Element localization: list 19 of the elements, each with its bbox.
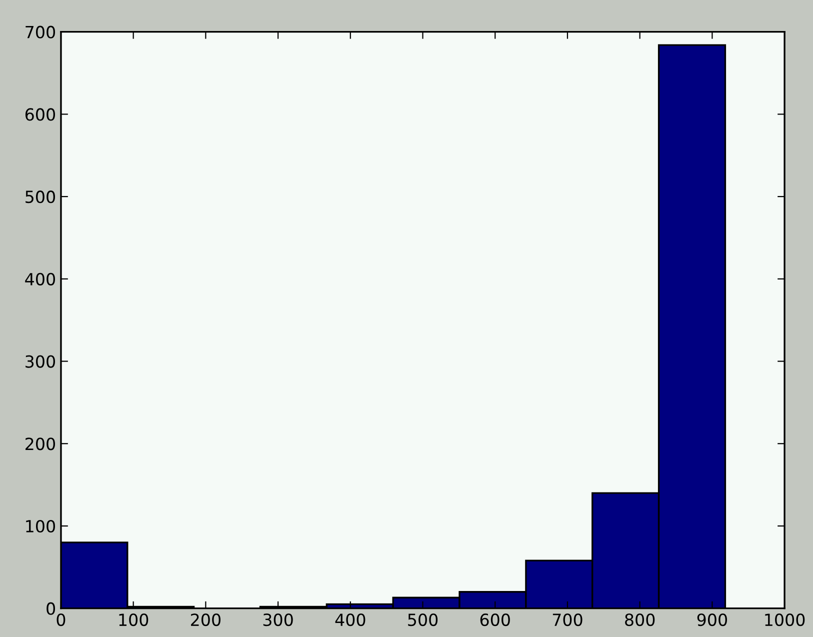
x-tick-label: 800 — [625, 613, 655, 626]
y-tick-label: 300 — [26, 355, 56, 368]
x-tick-label: 400 — [335, 613, 366, 626]
x-tick-label: 700 — [552, 613, 582, 626]
x-tick-label: 200 — [191, 613, 220, 626]
y-tick-label: 100 — [26, 520, 56, 533]
y-tick-label: 400 — [25, 272, 56, 286]
x-tick-label: 600 — [480, 613, 510, 626]
x-tick-label: 300 — [263, 613, 293, 626]
x-tick-label: 100 — [119, 613, 148, 626]
x-tick-label: 900 — [697, 613, 727, 626]
y-tick-label: 200 — [26, 438, 56, 450]
y-tick-label: 600 — [25, 108, 56, 121]
x-tick-label: 500 — [408, 613, 438, 626]
y-tick-label: 0 — [46, 602, 56, 615]
x-tick-label: 0 — [56, 613, 66, 626]
y-tick-label: 500 — [26, 190, 56, 204]
x-tick-label: 1000 — [765, 613, 805, 626]
y-tick-label: 700 — [26, 26, 56, 38]
